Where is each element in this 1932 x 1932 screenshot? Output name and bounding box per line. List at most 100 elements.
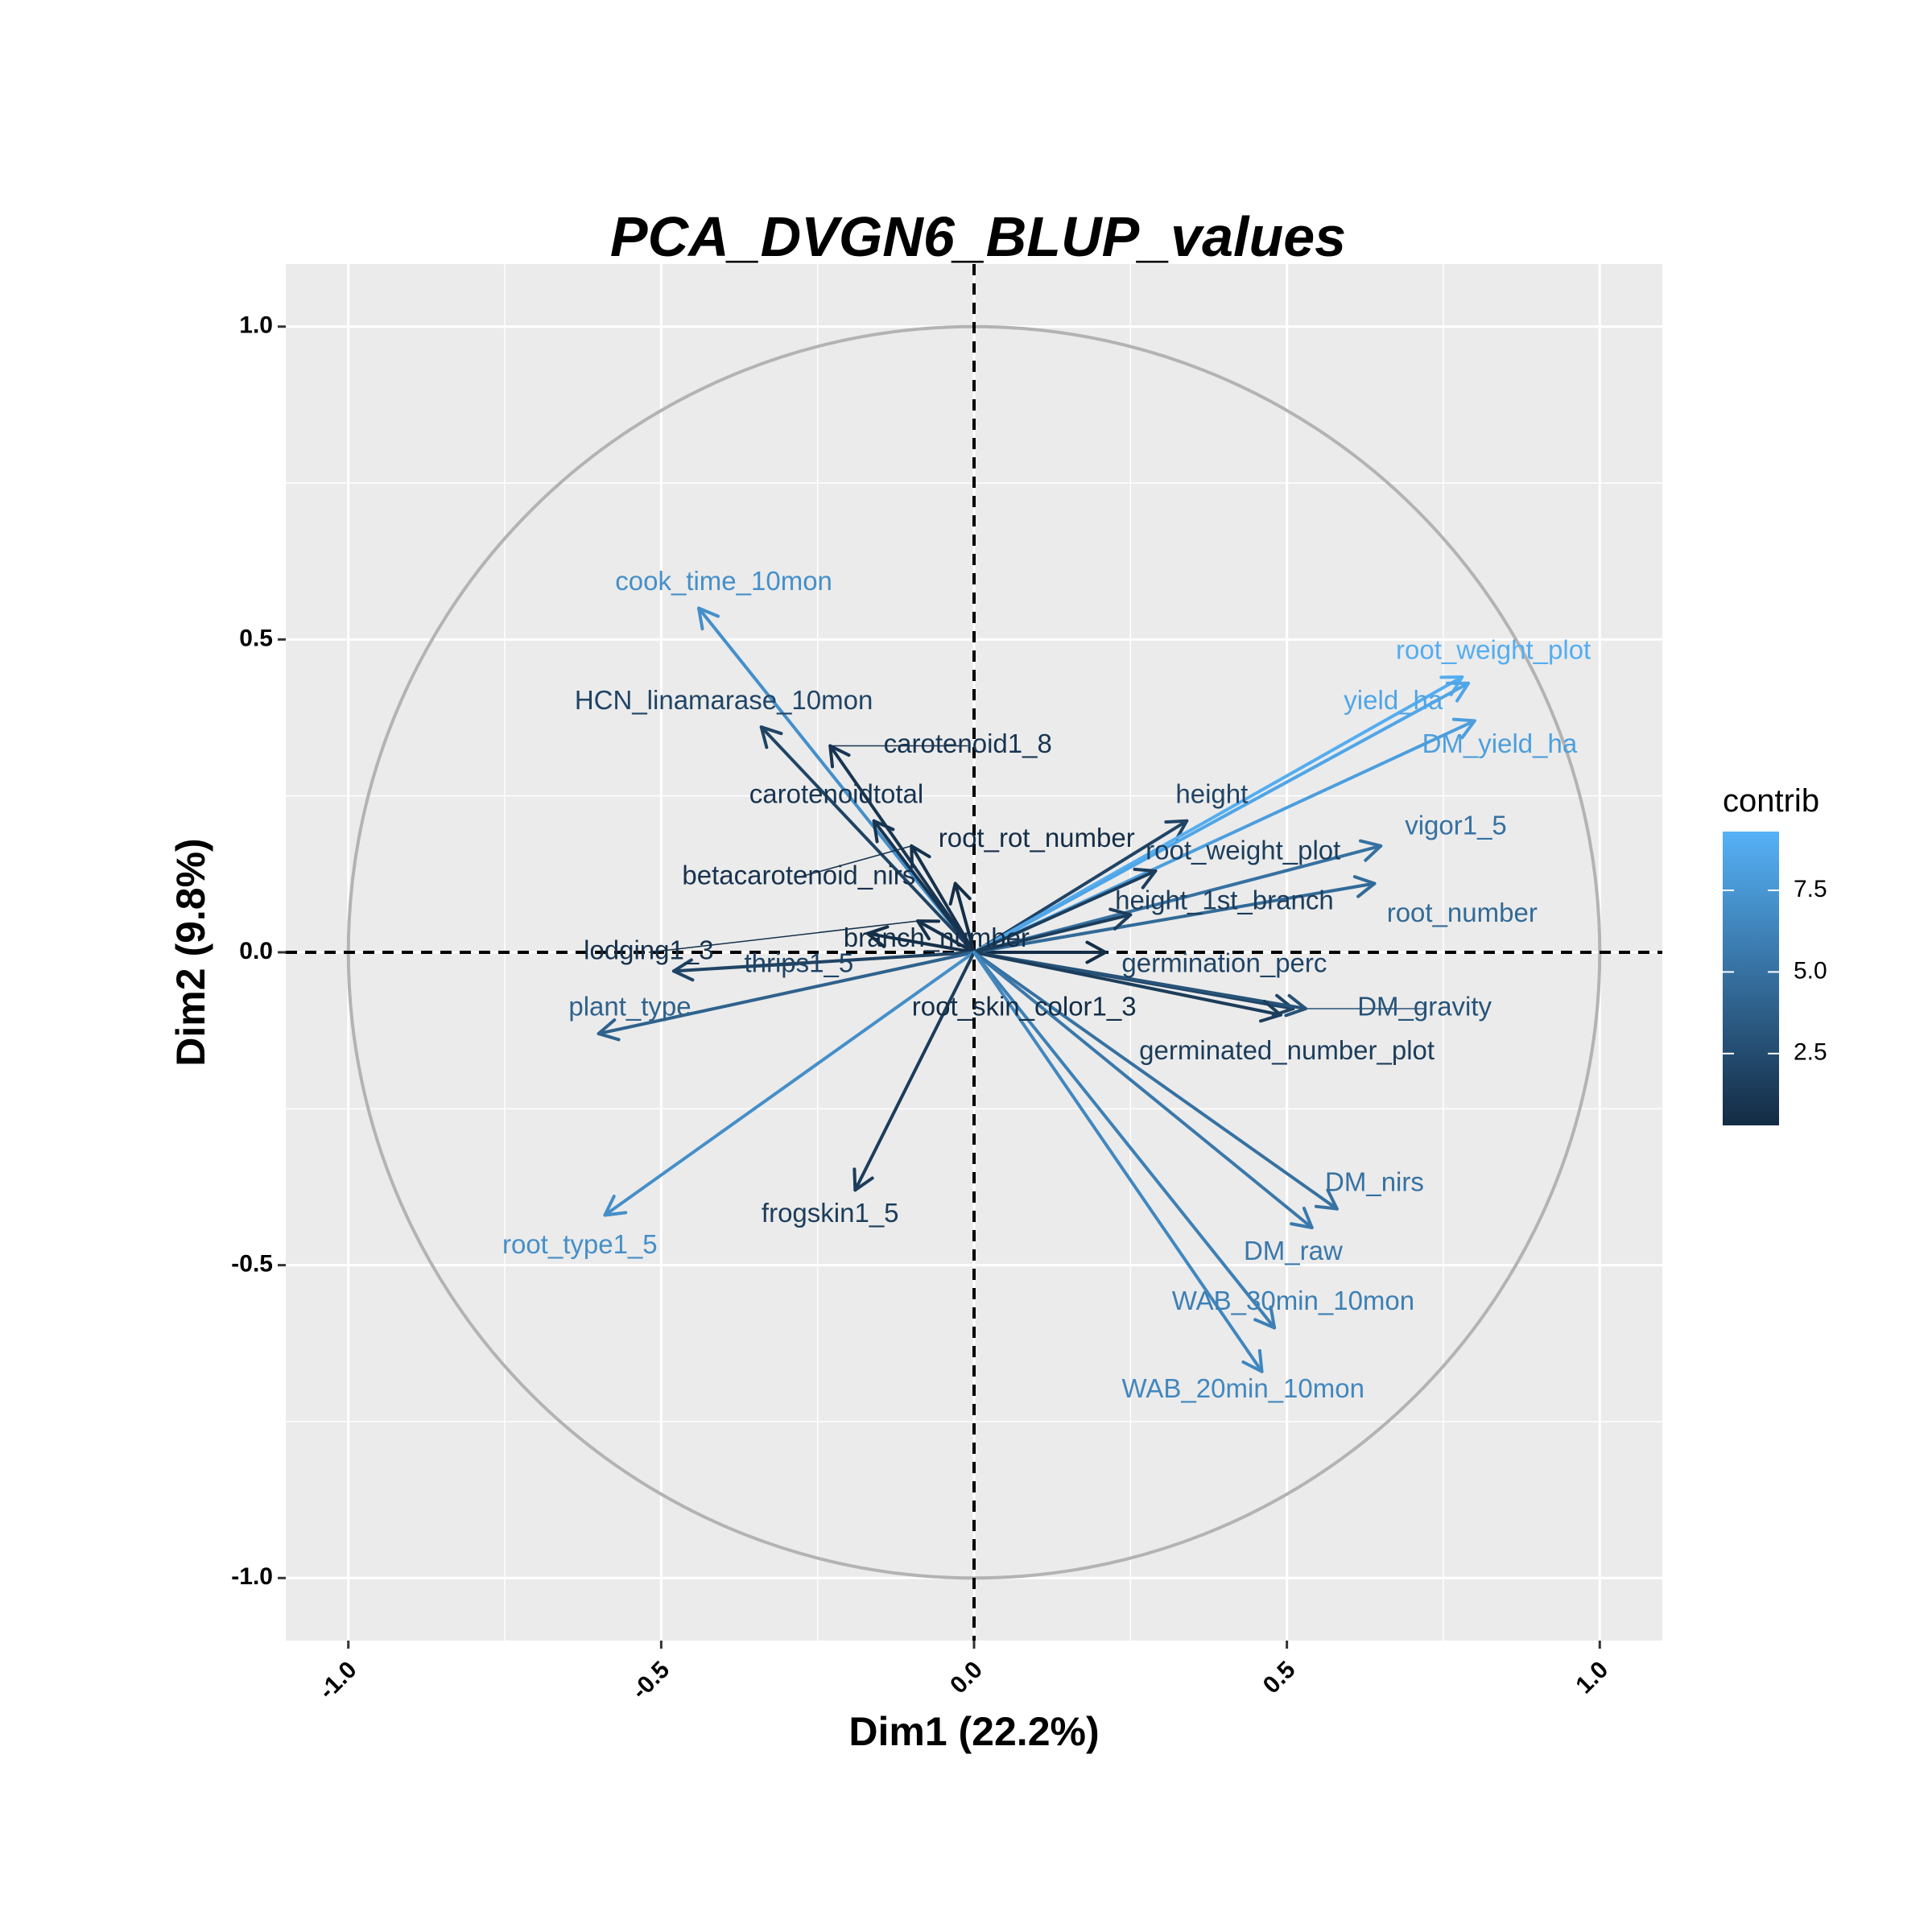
variable-arrow-thrips1_5 (671, 951, 976, 973)
variable-label-thrips1_5: thrips1_5 (744, 947, 853, 977)
x-tick-label: 0.0 (945, 1657, 988, 1699)
variable-arrow-carotenoidtotal (872, 819, 976, 954)
variable-label-root_weight_plot: root_weight_plot (1396, 635, 1591, 665)
variable-arrow-height_1st_branch (972, 913, 1133, 954)
variable-arrowhead-root_skin_color1_3 (1085, 940, 1108, 964)
variable-arrow-root_weight_plot (972, 869, 1158, 954)
variable-arrowhead-DM_nirs (1314, 1188, 1339, 1211)
variable-label-root_number: root_number (1387, 898, 1538, 927)
variable-arrowhead-yield_ha (1446, 681, 1471, 703)
y-tick-label: 0.0 (239, 938, 273, 964)
variable-label-cook_time_10mon: cook_time_10mon (615, 566, 832, 596)
variable-arrowhead-height_1st_branch (1108, 907, 1133, 931)
legend-colorbar (1723, 832, 1779, 1125)
variable-arrowhead-WAB_20min_10mon (1241, 1348, 1264, 1373)
x-axis-title: Dim1 (22.2%) (848, 1709, 1099, 1754)
variable-arrow-germinated_number_plot (972, 951, 1282, 1017)
variable-label-DM_nirs: DM_nirs (1325, 1166, 1424, 1196)
variable-arrow-WAB_30min_10mon (972, 951, 1277, 1330)
variable-label-frogskin1_5: frogskin1_5 (762, 1198, 899, 1228)
variable-arrow-cook_time_10mon (697, 606, 976, 954)
variable-label-germinated_number_plot: germinated_number_plot (1139, 1035, 1435, 1065)
variable-label-DM_raw: DM_raw (1244, 1236, 1343, 1265)
variable-arrowhead-root_weight_plot (1133, 867, 1158, 890)
variable-arrowhead-WAB_30min_10mon (1253, 1305, 1277, 1330)
legend-tick-label: 2.5 (1794, 1039, 1827, 1066)
variable-arrowhead-root_weight_plot (1439, 675, 1464, 697)
variable-label-germination_perc: germination_perc (1121, 947, 1327, 977)
y-tick-label: 1.0 (239, 312, 273, 339)
variable-label-height: height (1175, 778, 1248, 808)
variable-arrow-DM_gravity (972, 951, 1307, 1010)
variable-arrow-height (972, 819, 1189, 954)
legend: contrib 2.5 5.0 7.5 (1723, 783, 1827, 1125)
variable-arrow-lodging1_3 (916, 919, 976, 954)
variable-arrowhead-DM_yield_ha (1451, 717, 1476, 740)
variable-label-WAB_30min_10mon: WAB_30min_10mon (1172, 1286, 1414, 1315)
variable-label-HCN_linamarase_10mon: HCN_linamarase_10mon (575, 685, 873, 715)
variable-label-lodging1_3: lodging1_3 (584, 935, 714, 965)
x-tick-label: -1.0 (314, 1657, 362, 1705)
variable-arrowhead-cook_time_10mon (697, 606, 720, 631)
variable-arrow-plant_type (597, 951, 976, 1036)
variable-arrow-frogskin1_5 (853, 951, 976, 1192)
variable-label-DM_yield_ha: DM_yield_ha (1422, 729, 1578, 758)
variable-arrows (597, 606, 1476, 1373)
leader-line-thrips1_5 (673, 964, 799, 972)
variable-labels: cook_time_10mon HCN_linamarase_10moncarot… (502, 566, 1591, 1403)
variable-arrow-root_type1_5 (603, 951, 976, 1217)
legend-tick-label: 5.0 (1794, 957, 1827, 984)
variable-label-branch_number: branch_number (844, 923, 1030, 952)
label-leader-lines (648, 745, 1425, 1009)
variable-label-root_rot_number: root_rot_number (939, 823, 1135, 852)
leader-line-lodging1_3 (648, 920, 919, 953)
variable-arrow-branch_number (865, 931, 976, 954)
variable-arrowhead-plant_type (597, 1018, 621, 1042)
y-tick-label: 0.5 (239, 625, 273, 651)
variable-arrowhead-branch_number (865, 925, 890, 948)
variable-arrow-DM_nirs (972, 951, 1339, 1211)
y-tick-label: -1.0 (231, 1563, 273, 1590)
variable-arrowhead-HCN_linamarase_10mon (759, 725, 783, 749)
variable-arrowhead-height (1164, 819, 1189, 841)
variable-label-carotenoid1_8: carotenoid1_8 (884, 729, 1052, 758)
variable-label-root_skin_color1_3: root_skin_color1_3 (912, 992, 1137, 1022)
variable-arrowhead-frogskin1_5 (852, 1167, 874, 1192)
variable-arrowhead-DM_raw (1290, 1206, 1314, 1229)
y-axis-title: Dim2 (9.8%) (168, 838, 213, 1066)
variable-label-vigor1_5: vigor1_5 (1405, 810, 1507, 840)
variable-label-WAB_20min_10mon: WAB_20min_10mon (1122, 1373, 1364, 1403)
variable-arrow-DM_raw (972, 951, 1314, 1229)
variable-label-root_weight_plot: root_weight_plot (1146, 835, 1340, 865)
variable-arrowhead-root_type1_5 (603, 1195, 628, 1217)
x-axis-ticks: -1.0 -0.5 0.0 0.5 1.0 (314, 1641, 1613, 1705)
variable-label-root_type1_5: root_type1_5 (502, 1229, 658, 1259)
variable-label-betacarotenoid_nirs: betacarotenoid_nirs (682, 860, 915, 890)
variable-arrowhead-germinated_number_plot (1259, 999, 1282, 1023)
variable-arrow-root_number (972, 881, 1377, 954)
variable-label-yield_ha: yield_ha (1344, 685, 1443, 715)
y-tick-label: -0.5 (231, 1251, 273, 1278)
variable-label-carotenoidtotal: carotenoidtotal (749, 778, 923, 808)
leader-line-betacarotenoid_nirs (799, 845, 912, 878)
y-axis-ticks: -1.0 -0.5 0.0 0.5 1.0 (231, 312, 286, 1590)
x-tick-label: 0.5 (1258, 1657, 1301, 1699)
variable-label-DM_gravity: DM_gravity (1357, 992, 1492, 1022)
x-tick-label: 1.0 (1571, 1657, 1613, 1699)
chart-title: PCA_DVGN6_BLUP_values (610, 205, 1346, 268)
variable-label-height_1st_branch: height_1st_branch (1115, 886, 1334, 915)
variable-arrowhead-carotenoidtotal (872, 819, 895, 844)
variable-label-plant_type: plant_type (568, 992, 691, 1022)
legend-title: contrib (1723, 783, 1819, 819)
variable-arrow-yield_ha (972, 681, 1471, 954)
x-tick-label: -0.5 (626, 1657, 675, 1705)
variable-arrow-root_rot_number (953, 881, 976, 954)
variable-arrow-WAB_20min_10mon (972, 951, 1264, 1373)
variable-arrowhead-root_rot_number (948, 881, 972, 906)
variable-arrowhead-vigor1_5 (1358, 839, 1383, 862)
variable-arrow-betacarotenoid_nirs (910, 844, 976, 954)
variable-arrowhead-root_number (1352, 875, 1377, 898)
legend-ticks: 2.5 5.0 7.5 (1723, 876, 1827, 1066)
legend-tick-label: 7.5 (1794, 876, 1827, 902)
